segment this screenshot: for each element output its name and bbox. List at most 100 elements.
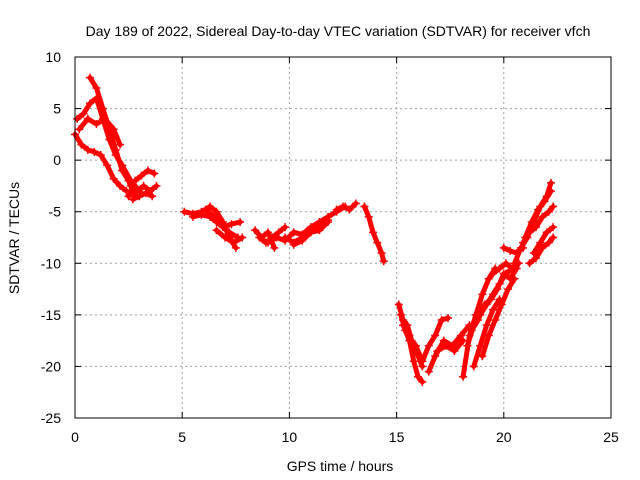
data-point (124, 192, 133, 201)
series-trace (479, 276, 518, 359)
data-point (431, 352, 440, 361)
data-point (210, 212, 219, 221)
data-point (544, 207, 553, 216)
y-tick-label: 5 (53, 101, 61, 117)
data-point (478, 290, 487, 299)
data-point (96, 150, 105, 159)
series-arc-j (201, 205, 245, 232)
data-point (444, 313, 453, 322)
y-tick-label: -25 (41, 410, 61, 426)
data-point (221, 233, 230, 242)
series-arc-x (431, 321, 474, 361)
series-arc-q (332, 199, 360, 214)
data-point (399, 321, 408, 330)
data-point (141, 189, 150, 198)
data-point (525, 259, 534, 268)
data-point (439, 336, 448, 345)
data-point (188, 212, 197, 221)
data-point (450, 346, 459, 355)
series-arc-k (212, 226, 247, 247)
series-arc-u (399, 321, 427, 371)
series-trace (130, 190, 155, 202)
series-arc-a (71, 130, 131, 196)
axis-ticks: 0 5 10 15 20 25 -25 -20 -15 -10 -5 0 5 10 (41, 49, 619, 445)
data-point (86, 99, 95, 108)
data-point (411, 346, 420, 355)
y-tick-label: -15 (41, 307, 61, 323)
data-point (83, 114, 92, 123)
data-point (150, 169, 159, 178)
series-trace (469, 265, 520, 333)
data-point (98, 104, 107, 113)
data-point (236, 218, 245, 227)
data-point (504, 285, 513, 294)
data-point (251, 226, 260, 235)
data-point (418, 377, 427, 386)
data-point (118, 166, 127, 175)
series-trace (400, 322, 425, 369)
data-point (298, 236, 307, 245)
data-point (484, 331, 493, 340)
series-trace (87, 75, 138, 199)
data-point (529, 248, 538, 257)
series-trace (265, 204, 348, 246)
data-point (212, 207, 221, 216)
data-point (281, 233, 290, 242)
data-point (463, 341, 472, 350)
data-point (510, 274, 519, 283)
data-point (143, 166, 152, 175)
data-point (281, 223, 290, 232)
series-arc-ad (489, 259, 517, 278)
data-point (414, 372, 423, 381)
data-point (109, 174, 118, 183)
data-point (116, 181, 125, 190)
data-point (497, 300, 506, 309)
data-point (549, 223, 558, 232)
data-point (75, 125, 84, 134)
x-tick-label: 10 (282, 429, 298, 445)
data-point (137, 171, 146, 180)
data-point (489, 269, 498, 278)
series-trace (214, 227, 245, 246)
data-point (227, 220, 236, 229)
data-point (546, 178, 555, 187)
x-tick-label: 0 (71, 429, 79, 445)
data-point (229, 238, 238, 247)
data-point (493, 285, 502, 294)
data-point (206, 202, 215, 211)
data-point (456, 331, 465, 340)
data-point (289, 228, 298, 237)
data-point (431, 331, 440, 340)
data-point (274, 228, 283, 237)
data-point (531, 254, 540, 263)
data-point (263, 238, 272, 247)
data-point (289, 240, 298, 249)
y-axis-label: SDTVAR / TECUs (6, 182, 22, 294)
data-point (482, 321, 491, 330)
data-point (373, 238, 382, 247)
data-point (148, 192, 157, 201)
data-point (424, 367, 433, 376)
series-arc-ai (525, 233, 558, 268)
y-tick-label: -10 (41, 255, 61, 271)
data-point (424, 341, 433, 350)
data-point (499, 243, 508, 252)
data-point (364, 212, 373, 221)
x-tick-label: 20 (496, 429, 512, 445)
data-point (540, 197, 549, 206)
data-point (499, 269, 508, 278)
data-point (506, 246, 515, 255)
data-point (86, 73, 95, 82)
data-point (126, 181, 135, 190)
data-point (263, 228, 272, 237)
chart-title: Day 189 of 2022, Sidereal Day-to-day VTE… (86, 23, 591, 39)
data-point (270, 243, 279, 252)
data-point (489, 305, 498, 314)
series-arc-t (396, 310, 427, 386)
data-point (111, 145, 120, 154)
data-point (491, 316, 500, 325)
data-point (180, 207, 189, 216)
data-point (418, 357, 427, 366)
data-point (77, 140, 86, 149)
